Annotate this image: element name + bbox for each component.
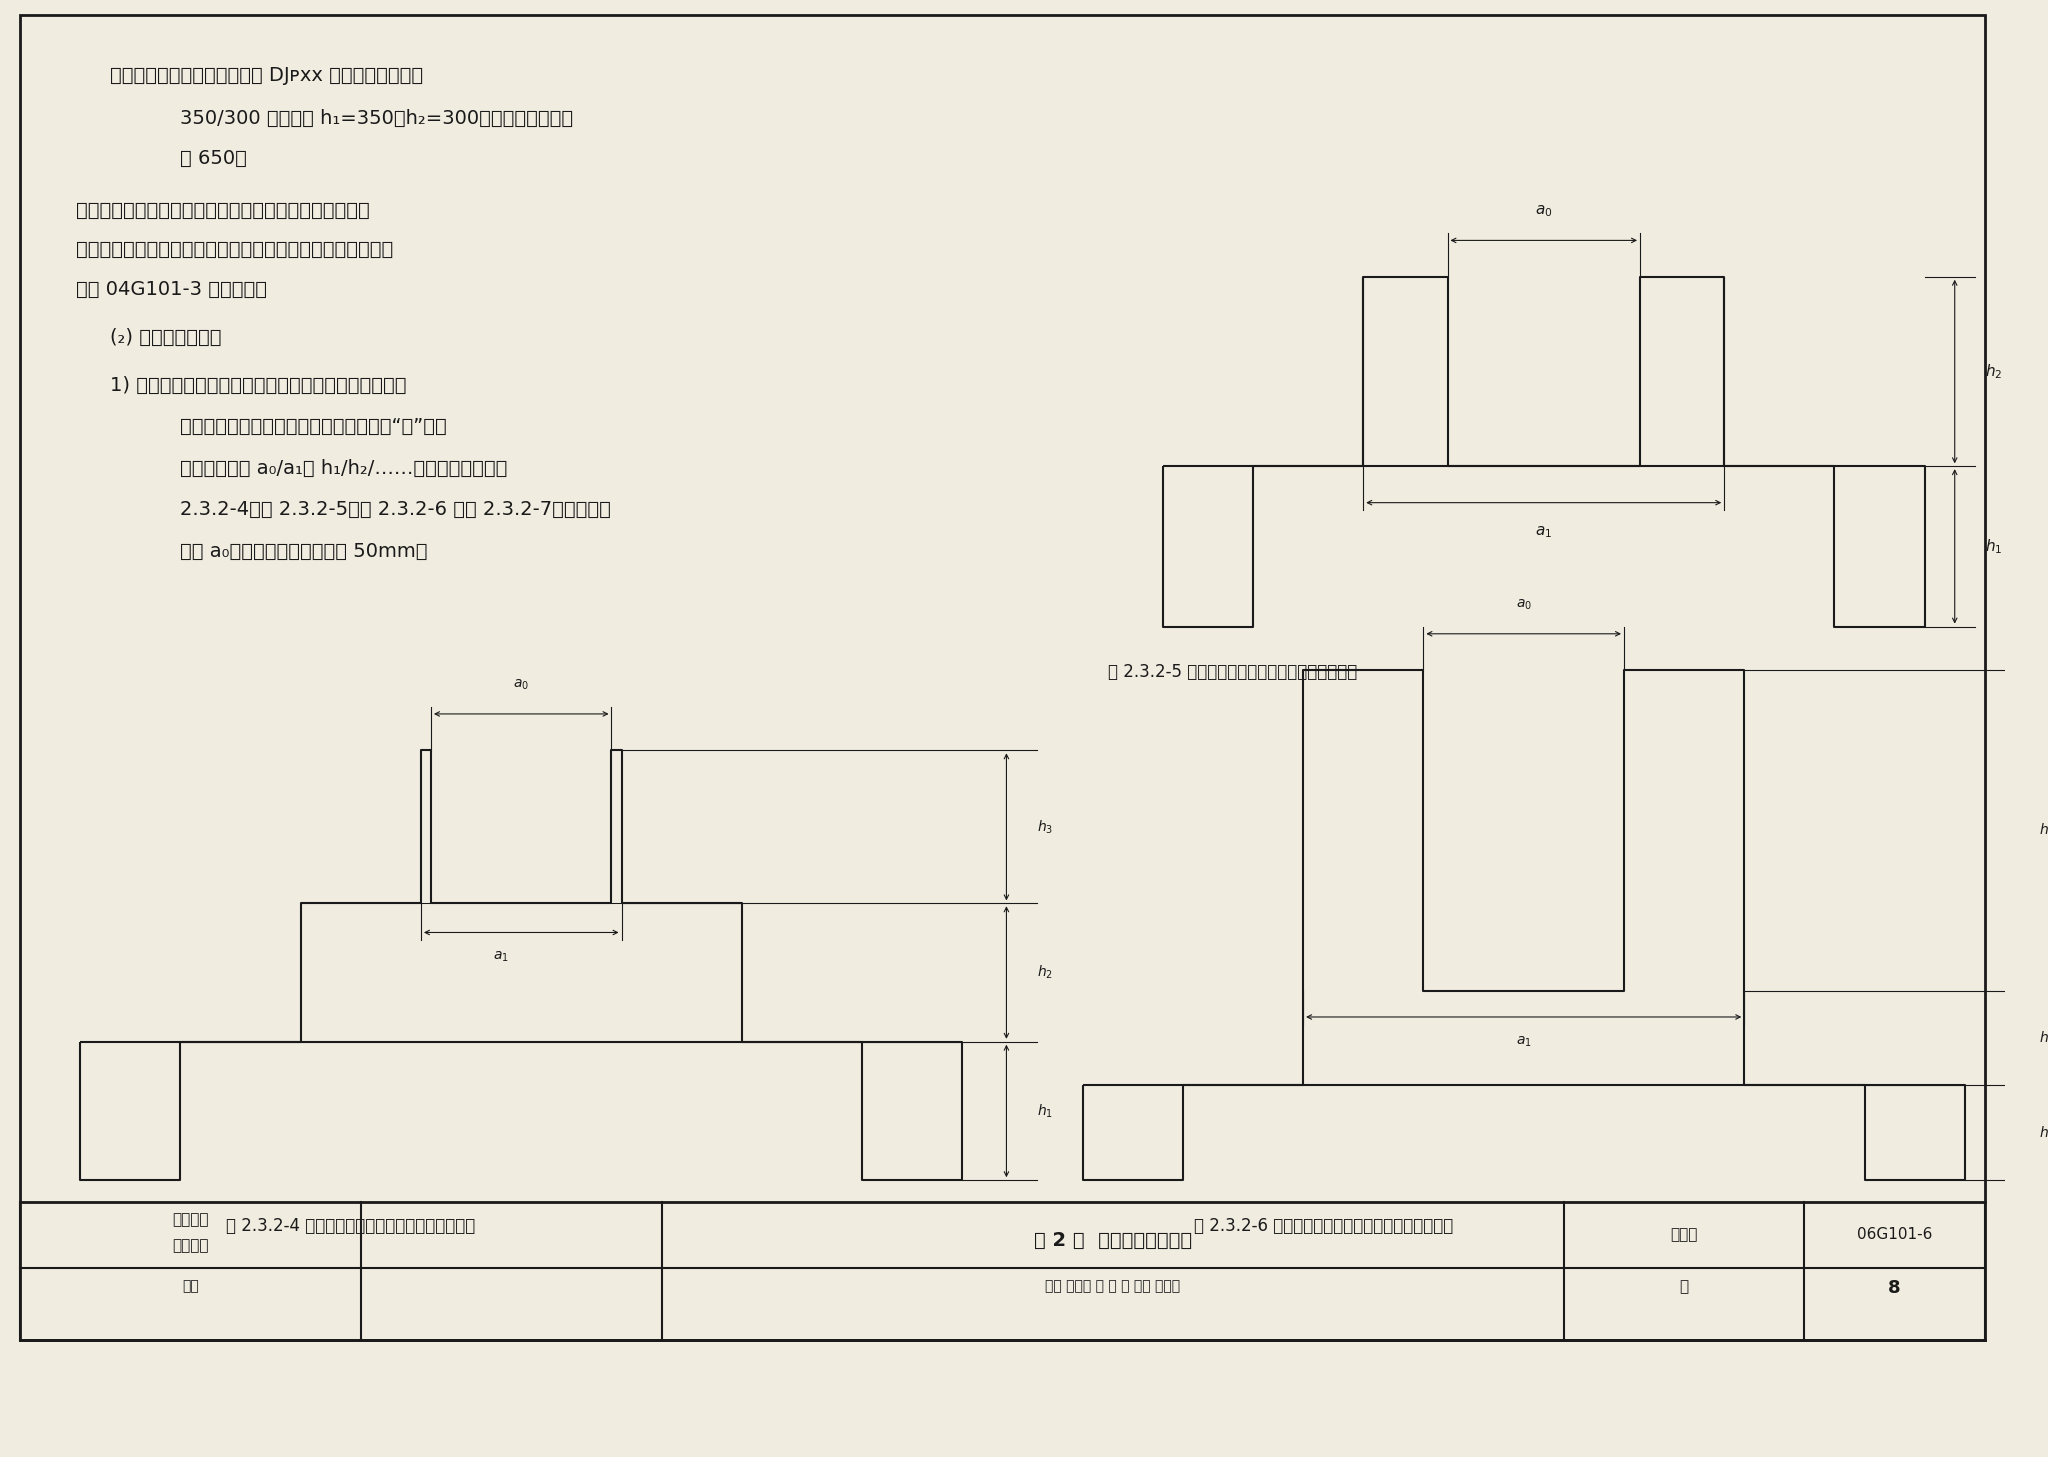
Text: $h_3$: $h_3$: [1036, 819, 1053, 835]
Text: $a_0$: $a_0$: [1516, 597, 1532, 612]
Text: 图集号: 图集号: [1671, 1227, 1698, 1241]
Text: 图 2.3.2-4 阶形截面杯口独立基础竖向尺尺（一）: 图 2.3.2-4 阶形截面杯口独立基础竖向尺尺（一）: [225, 1217, 475, 1234]
Text: 第 2 章  独立基础制图规则: 第 2 章 独立基础制图规则: [1034, 1231, 1192, 1250]
Text: 隔，注写为： a₀/a₁， h₁/h₂/……，其含义见示意图: 隔，注写为： a₀/a₁， h₁/h₂/……，其含义见示意图: [180, 459, 508, 478]
Text: $h_2$: $h_2$: [1985, 363, 2003, 380]
Text: 为 650。: 为 650。: [180, 149, 248, 168]
Text: 2.3.2-4、图 2.3.2-5、图 2.3.2-6 和图 2.3.2-7，其中杯口: 2.3.2-4、图 2.3.2-5、图 2.3.2-6 和图 2.3.2-7，其…: [180, 500, 610, 519]
Text: 8: 8: [1888, 1279, 1901, 1297]
Text: $h_3$: $h_3$: [2040, 822, 2048, 839]
Text: $a_1$: $a_1$: [494, 950, 510, 965]
Text: 页: 页: [1679, 1279, 1690, 1294]
Text: 土柱墙时，应结合柱墙构件设计进行表达，详见国家建筑标准: 土柱墙时，应结合柱墙构件设计进行表达，详见国家建筑标准: [76, 240, 393, 259]
Text: 1) 当基础为阶形截面时，其竖向尺尺分两组，一组表达: 1) 当基础为阶形截面时，其竖向尺尺分两组，一组表达: [111, 376, 408, 395]
Text: 审核: 审核: [182, 1279, 199, 1294]
Text: 校对 刘其祥 制 其 祥 设计 陈青来: 校对 刘其祥 制 其 祥 设计 陈青来: [1044, 1279, 1180, 1294]
Text: 第一部分: 第一部分: [172, 1212, 209, 1227]
Text: $h_1$: $h_1$: [1036, 1103, 1053, 1119]
Text: $h_2$: $h_2$: [2040, 1030, 2048, 1046]
Text: $a_0$: $a_0$: [1536, 203, 1552, 219]
Text: (₂) 杯口独立基础：: (₂) 杯口独立基础：: [111, 328, 221, 347]
Text: $a_1$: $a_1$: [1516, 1034, 1532, 1049]
Text: 设计时应注意：当普通独立基础底板以上为现浇钉筋混凝: 设计时应注意：当普通独立基础底板以上为现浇钉筋混凝: [76, 201, 371, 220]
Text: $h_1$: $h_1$: [1985, 538, 2003, 555]
Text: 例：当坡形截面普通独立基础 DJᴘxx 的竖向尺尺注写为: 例：当坡形截面普通独立基础 DJᴘxx 的竖向尺尺注写为: [111, 66, 424, 85]
Text: 图 2.3.2-5 阶形截面杯口独立基础竖向尺尺（二）: 图 2.3.2-5 阶形截面杯口独立基础竖向尺尺（二）: [1108, 663, 1358, 680]
Text: 06G101-6: 06G101-6: [1858, 1227, 1931, 1241]
Text: 设计 04G101-3 相关章节。: 设计 04G101-3 相关章节。: [76, 280, 266, 299]
Text: 杯口内，另一组表达杯口外，两组尺尺以“，”号分: 杯口内，另一组表达杯口外，两组尺尺以“，”号分: [180, 417, 446, 436]
Text: 图 2.3.2-6 阶形截面高杯口独立基础竖向尺尺（一）: 图 2.3.2-6 阶形截面高杯口独立基础竖向尺尺（一）: [1194, 1217, 1452, 1234]
Text: $a_1$: $a_1$: [1536, 525, 1552, 541]
Text: $h_2$: $h_2$: [1036, 965, 1053, 981]
Text: $a_0$: $a_0$: [514, 678, 528, 692]
Text: 深度 a₀为柱插入杯口的尺尺加 50mm。: 深度 a₀为柱插入杯口的尺尺加 50mm。: [180, 542, 428, 561]
Text: 350/300 时，表示 h₁=350、h₂=300，基础底板总厚度: 350/300 时，表示 h₁=350、h₂=300，基础底板总厚度: [180, 109, 573, 128]
Text: 制图规则: 制图规则: [172, 1238, 209, 1253]
Text: $h_1$: $h_1$: [2040, 1125, 2048, 1141]
